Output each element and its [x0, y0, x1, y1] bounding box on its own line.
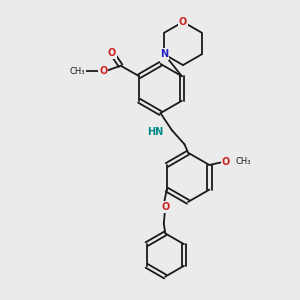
Text: O: O [161, 202, 170, 212]
Text: CH₃: CH₃ [236, 158, 251, 166]
Text: N: N [160, 49, 168, 59]
Text: O: O [107, 48, 116, 58]
Text: O: O [179, 17, 187, 27]
Text: O: O [222, 157, 230, 167]
Text: HN: HN [147, 127, 164, 137]
Text: CH₃: CH₃ [69, 67, 85, 76]
Text: O: O [99, 66, 107, 76]
